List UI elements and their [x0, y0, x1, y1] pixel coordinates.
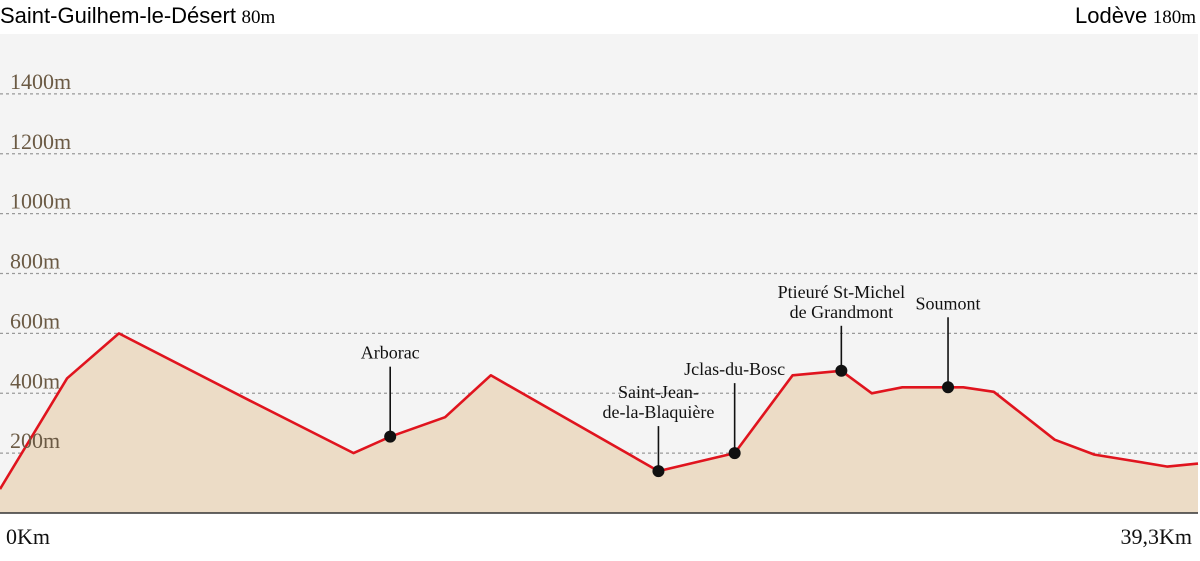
- waypoints: Arborac Saint-Jean-de-la-Blaquière Jclas-d…: [361, 282, 981, 478]
- y-tick-label: 1400m: [10, 69, 71, 94]
- start-distance: 0Km: [6, 524, 50, 549]
- start-location: Saint-Guilhem-le-Désert 80m: [0, 3, 275, 29]
- waypoint-label: Ptieuré St-Michel: [778, 282, 905, 302]
- y-tick-label: 400m: [10, 368, 60, 393]
- waypoint-marker: [652, 465, 665, 478]
- waypoint: Arborac: [361, 343, 420, 443]
- y-tick-label: 200m: [10, 428, 60, 453]
- waypoint-marker: [728, 447, 741, 460]
- start-name: Saint-Guilhem-le-Désert: [0, 3, 236, 28]
- end-location: Lodève 180m: [1075, 3, 1196, 29]
- y-axis-ticks: 200m 400m 600m 800m 1000m 1200m 1400m: [10, 69, 71, 453]
- end-name: Lodève: [1075, 3, 1148, 28]
- waypoint-label: Arborac: [361, 343, 420, 363]
- waypoint-marker: [835, 364, 848, 377]
- waypoint-marker: [942, 381, 955, 394]
- elevation-area: [0, 333, 1198, 513]
- end-altitude: 180m: [1152, 7, 1196, 28]
- waypoint: Soumont: [916, 293, 981, 394]
- waypoint-label: Jclas-du-Bosc: [684, 359, 785, 379]
- elevation-line: [0, 332, 1199, 490]
- waypoint-marker: [384, 430, 397, 443]
- waypoint-label: de Grandmont: [790, 302, 893, 322]
- waypoint: Jclas-du-Bosc: [684, 359, 785, 460]
- waypoint: Saint-Jean-de-la-Blaquière: [602, 382, 714, 478]
- waypoint-label: Soumont: [916, 293, 981, 313]
- waypoint-label: de-la-Blaquière: [602, 402, 714, 422]
- end-distance: 39,3Km: [1120, 524, 1193, 549]
- y-tick-label: 600m: [10, 308, 60, 333]
- y-tick-label: 800m: [10, 249, 60, 274]
- y-tick-label: 1000m: [10, 189, 71, 214]
- start-altitude: 80m: [241, 7, 276, 28]
- y-tick-label: 1200m: [10, 129, 71, 154]
- waypoint-label: Saint-Jean-: [618, 382, 699, 402]
